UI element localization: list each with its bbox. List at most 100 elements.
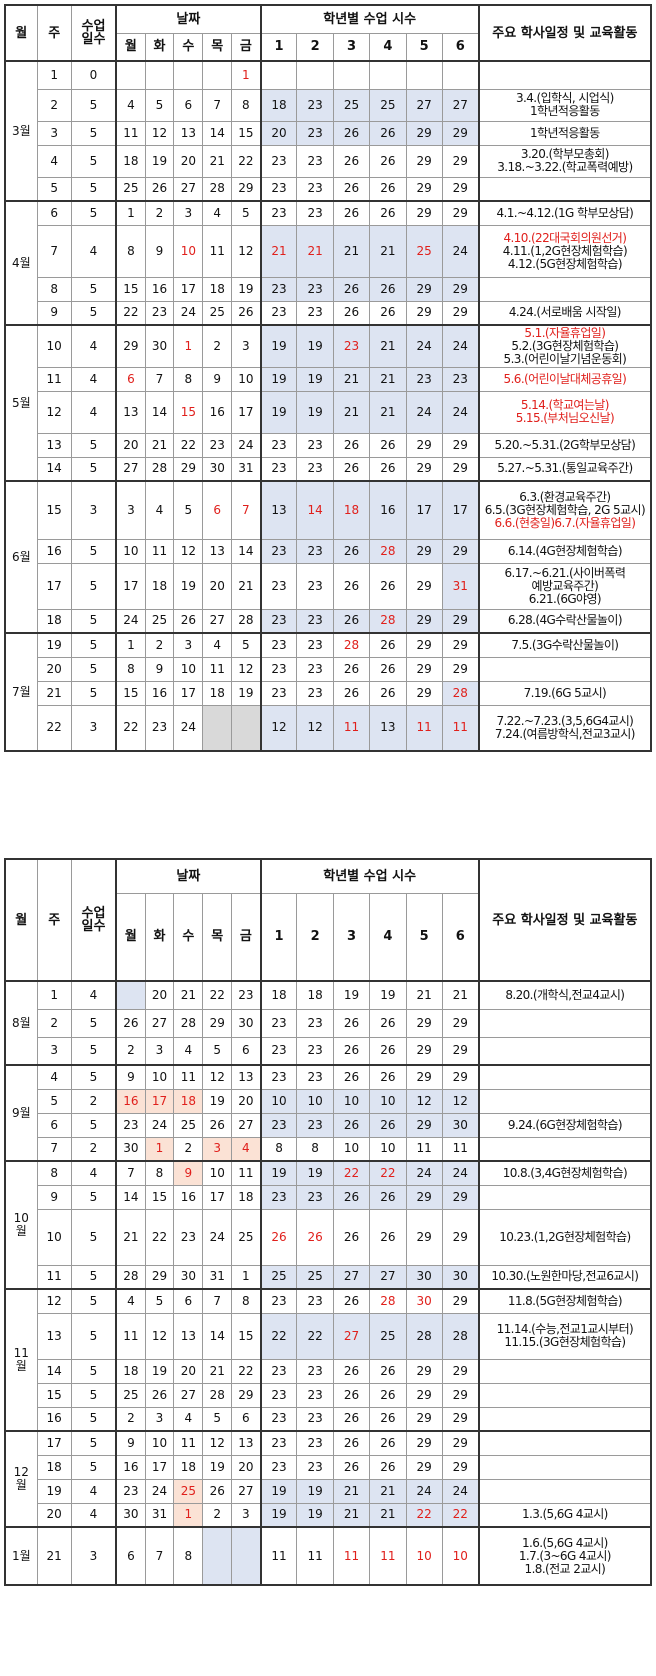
- month-label: 11 월: [4, 1288, 38, 1432]
- hours-cell: [405, 60, 443, 90]
- hours-cell: 23: [296, 1382, 334, 1408]
- date-cell: 4: [115, 1288, 146, 1314]
- hours-cell: 26: [369, 176, 407, 202]
- hours-cell: 28: [441, 1312, 480, 1360]
- hours-cell: 24: [405, 324, 443, 368]
- hours-cell: 28: [332, 632, 371, 658]
- hours-cell: 26: [332, 1184, 371, 1210]
- hours-cell: 23: [259, 276, 298, 302]
- grade-header: 2: [296, 32, 334, 62]
- events-header: 주요 학사일정 및 교육활동: [477, 4, 652, 62]
- date-cell: 4: [115, 88, 146, 122]
- second-semester-table: 월 주 수업 일수 날짜 학년별 수업 시수 주요 학사일정 및 교육활동 월 화 수 목 금 1 2 3…: [4, 858, 652, 1586]
- date-cell: 26: [202, 1478, 233, 1504]
- date-cell: 4: [231, 1136, 262, 1162]
- hours-cell: 29: [441, 1430, 480, 1456]
- week-row: 17 5 17 18 19 20 21 23 23 26 26 29 31 6.17.~6.21.(사이버…: [5, 562, 652, 610]
- week-row: 6 5 23 24 25 26 27 23 23 26 26 29 30 9.24.(6G현장체험학습): [5, 1112, 652, 1138]
- hours-cell: 23: [259, 1184, 298, 1210]
- event-line: 10.23.(1,2G현장체험학습): [499, 1229, 631, 1244]
- date-cell: 10: [231, 366, 262, 392]
- hours-cell: 27: [369, 1264, 407, 1290]
- date-cell: 22: [115, 704, 146, 752]
- class-days-header: 수업 일수: [70, 4, 117, 62]
- class-days: 5: [70, 1406, 117, 1432]
- event-line: 4.12.(5G현장체험학습): [507, 256, 623, 271]
- week-number: 12: [36, 390, 72, 434]
- event-cell: [477, 1184, 652, 1210]
- hours-cell: 25: [369, 88, 407, 122]
- hours-cell: 29: [405, 144, 443, 178]
- date-cell: 10: [173, 656, 204, 682]
- hours-cell: 19: [259, 324, 298, 368]
- hours-cell: 26: [369, 562, 407, 610]
- date-cell: 3: [231, 324, 262, 368]
- hours-cell: 29: [405, 1208, 443, 1266]
- date-cell: [115, 60, 146, 90]
- date-cell: 12: [231, 656, 262, 682]
- date-cell: 15: [144, 1184, 175, 1210]
- date-cell: 22: [115, 300, 146, 326]
- grade-header: 1: [259, 892, 298, 982]
- class-days: 5: [70, 656, 117, 682]
- hours-cell: 12: [259, 704, 298, 752]
- date-cell: 9: [173, 1160, 204, 1186]
- event-cell: 1.3.(5,6G 4교시): [477, 1502, 652, 1528]
- date-cell: 16: [115, 1454, 146, 1480]
- week-row: 5월 10 4 29 30 1 2 3 19 19 23 21 24 24 5.1.(자율휴업일) 5.2.(…: [4, 324, 652, 482]
- date-cell: 30: [115, 1502, 146, 1528]
- class-days: 5: [70, 88, 117, 122]
- hours-cell: 8: [259, 1136, 298, 1162]
- hours-cell: 26: [369, 1382, 407, 1408]
- hours-cell: 19: [259, 390, 298, 434]
- hours-cell: 29: [405, 1184, 443, 1210]
- hours-cell: 24: [441, 1478, 480, 1504]
- week-row: 22 3 22 23 24 12 12 11 13 11 11 7.22.~7.23.(3,5,6G4…: [5, 704, 652, 752]
- class-days: 3: [70, 480, 117, 540]
- date-cell: 11: [173, 1430, 204, 1456]
- class-days: 5: [70, 144, 117, 178]
- week-number: 21: [36, 680, 72, 706]
- hours-cell: 23: [296, 1406, 334, 1432]
- hours-cell: 23: [441, 366, 480, 392]
- hours-cell: 23: [296, 1358, 334, 1384]
- hours-cell: 17: [405, 480, 443, 540]
- date-cell: 29: [231, 176, 262, 202]
- grade-header: 4: [369, 32, 407, 62]
- event-line: 4.11.(1,2G현장체험학습): [502, 243, 628, 258]
- hours-cell: 26: [332, 1358, 371, 1384]
- hours-cell: 23: [259, 176, 298, 202]
- date-cell: 24: [173, 704, 204, 752]
- event-cell: [477, 1406, 652, 1432]
- date-cell: 3: [144, 1406, 175, 1432]
- event-line: 예방교육주간): [531, 578, 599, 593]
- event-line: 5.20.~5.31.(2G학부모상담): [494, 437, 636, 452]
- class-days: 5: [70, 120, 117, 146]
- event-line: 3.4.(입학식, 시업식): [516, 91, 614, 105]
- date-cell: 1: [115, 200, 146, 226]
- date-cell: 25: [231, 1208, 262, 1266]
- hours-cell: 23: [296, 88, 334, 122]
- hours-cell: 10: [369, 1136, 407, 1162]
- week-number: 2: [36, 1008, 72, 1038]
- week-number: 16: [36, 538, 72, 564]
- event-line: 7.19.(6G 5교시): [523, 685, 607, 700]
- date-cell: 31: [202, 1264, 233, 1290]
- date-cell: 1: [144, 1136, 175, 1162]
- date-cell: 9: [144, 224, 175, 278]
- week-number: 9: [36, 300, 72, 326]
- hours-cell: 23: [259, 1112, 298, 1138]
- week-row: 14 5 27 28 29 30 31 23 23 26 26 29 29 5.27.~5.31.(통일교…: [5, 456, 652, 482]
- grade-header: 6: [441, 892, 480, 982]
- class-days: 5: [70, 608, 117, 634]
- hours-cell: 29: [441, 1208, 480, 1266]
- hours-cell: 26: [296, 1208, 334, 1266]
- hours-cell: 23: [259, 1008, 298, 1038]
- hours-cell: 13: [369, 704, 407, 752]
- date-cell: 12: [202, 1064, 233, 1090]
- month-label: 7월: [4, 632, 38, 752]
- event-cell: 6.14.(4G현장체험학습): [477, 538, 652, 564]
- week-row: 8월 1 4 20 21 22 23 18 18 19 19 21 21 8.20.(개학식,전교4교시): [4, 980, 652, 1066]
- hours-cell: 27: [332, 1264, 371, 1290]
- date-cell: 18: [173, 1454, 204, 1480]
